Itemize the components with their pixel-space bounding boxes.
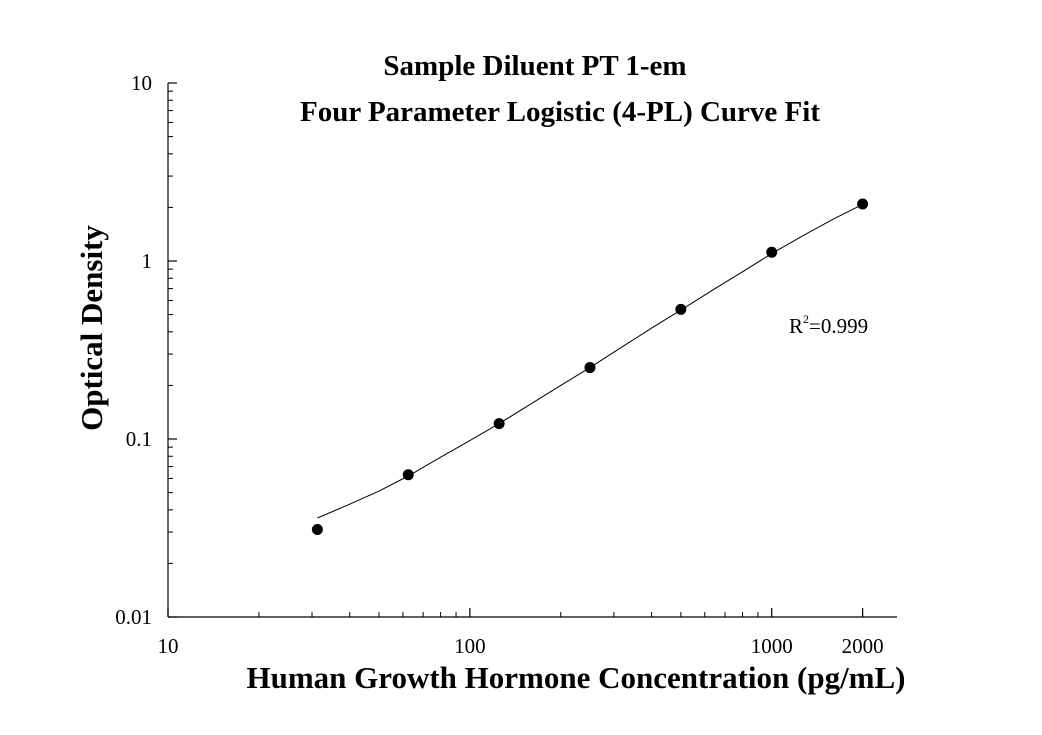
x-tick-label: 2000 xyxy=(842,634,884,658)
data-point xyxy=(311,524,323,536)
r-squared-value: =0.999 xyxy=(809,314,868,338)
chart-title: Sample Diluent PT 1-em xyxy=(383,50,686,82)
data-point xyxy=(675,303,687,315)
y-tick-label: 0.01 xyxy=(115,605,152,629)
r-squared-annotation: R2=0.999 xyxy=(789,312,868,338)
data-point xyxy=(584,362,596,374)
axis-ticks: 10 100 1000 2000 10 1 0.1 0.01 xyxy=(115,71,883,658)
r-squared-superscript: 2 xyxy=(803,312,809,326)
y-tick-label: 1 xyxy=(142,249,153,273)
fit-curve xyxy=(317,203,863,519)
data-points xyxy=(311,198,869,536)
x-axis-title: Human Growth Hormone Concentration (pg/m… xyxy=(246,660,905,695)
data-point xyxy=(857,198,869,210)
x-tick-label: 1000 xyxy=(751,634,793,658)
plot-area: 10 100 1000 2000 10 1 0.1 0.01 xyxy=(115,71,897,658)
data-point xyxy=(766,246,778,258)
data-point xyxy=(402,469,414,481)
y-axis-title: Optical Density xyxy=(74,225,109,431)
x-tick-label: 10 xyxy=(158,634,179,658)
y-tick-label: 10 xyxy=(131,71,152,95)
x-tick-label: 100 xyxy=(454,634,486,658)
chart-subtitle: Four Parameter Logistic (4-PL) Curve Fit xyxy=(300,96,820,128)
r-squared-base: R xyxy=(789,314,803,338)
data-point xyxy=(493,418,505,430)
y-tick-label: 0.1 xyxy=(126,427,152,451)
